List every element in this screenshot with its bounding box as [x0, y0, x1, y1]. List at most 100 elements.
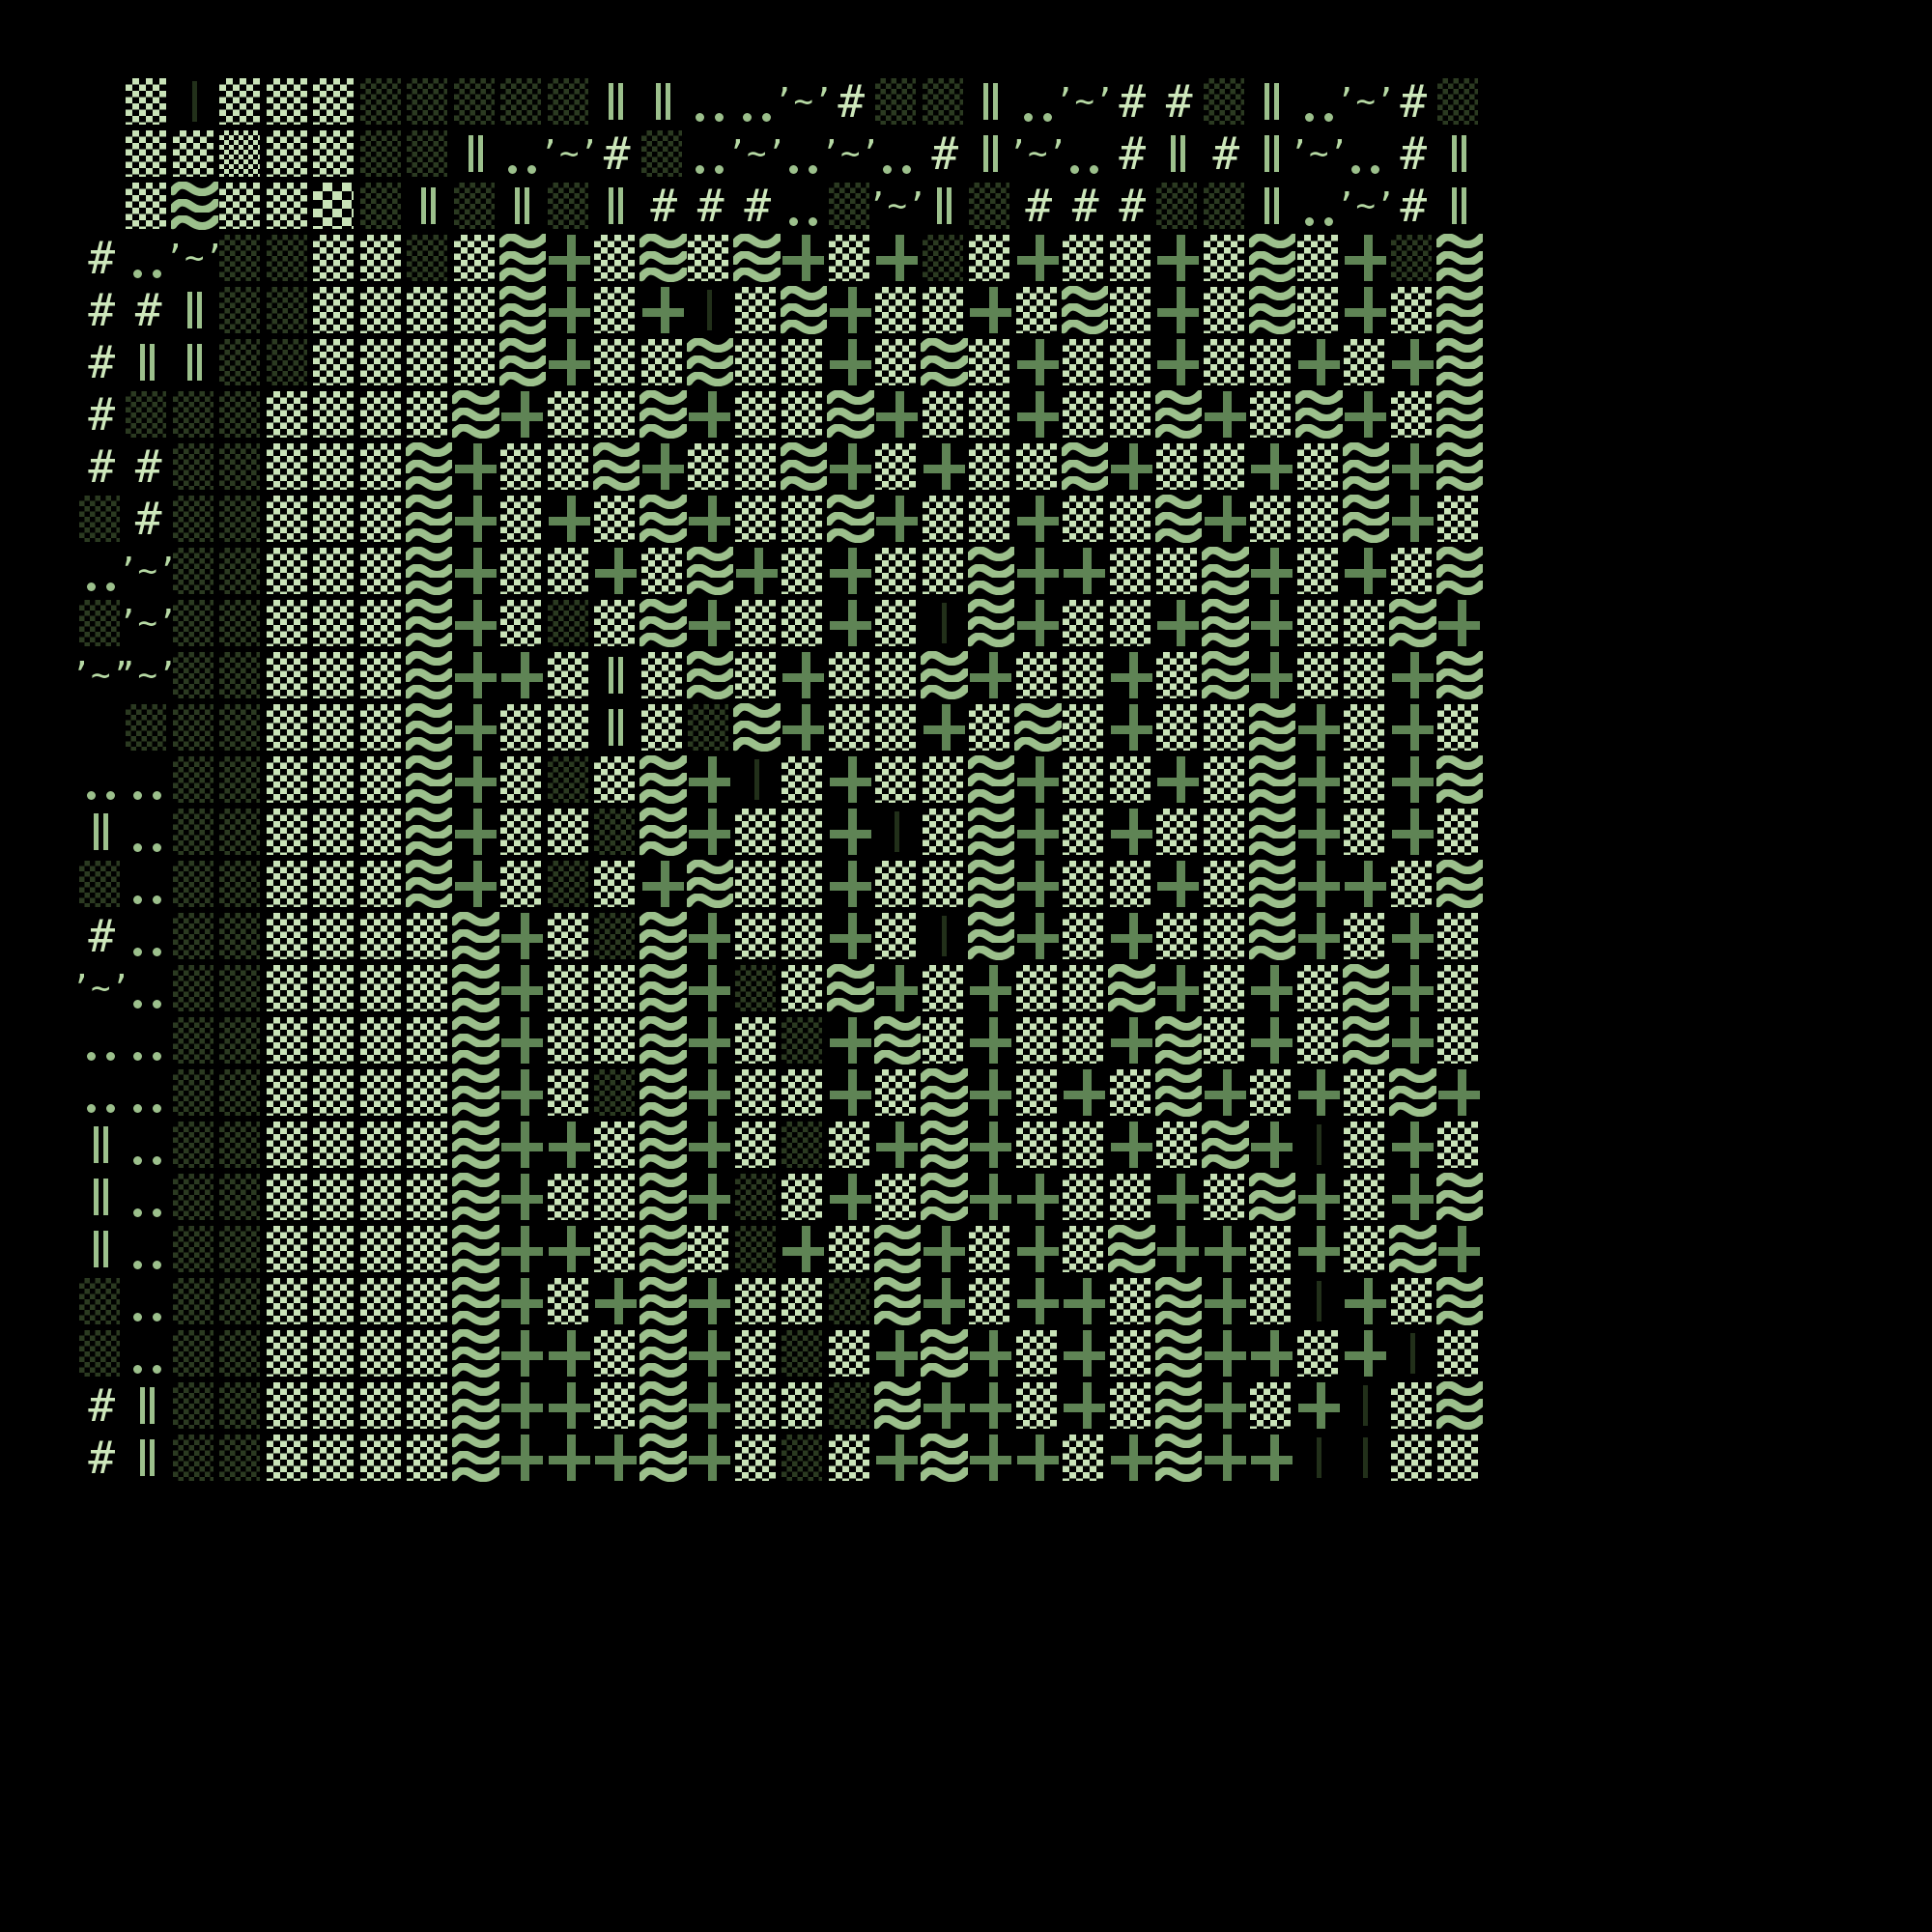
glyph-cell-light-dots [1108, 753, 1155, 806]
glyph-cell-hash-mark: # [838, 75, 865, 128]
glyph-cell-heavy-cross [1389, 336, 1436, 388]
glyph-cell-light-dots [781, 336, 828, 388]
glyph-cell-triple-wave [405, 701, 452, 753]
glyph-cell-double-bar [593, 180, 640, 232]
glyph-cell-heavy-cross [827, 440, 874, 493]
glyph-cell-triple-wave [1248, 753, 1295, 806]
glyph-cell-heavy-cross [1108, 649, 1155, 701]
glyph-cell-empty-cell [77, 75, 125, 128]
glyph-cell-heavy-cross [1108, 910, 1155, 962]
glyph-cell-triple-wave [639, 1379, 687, 1432]
glyph-cell-light-dots [921, 858, 968, 910]
glyph-cell-heavy-cross [1202, 388, 1249, 440]
glyph-cell-light-dots [265, 649, 312, 701]
glyph-cell-sparse-dots [312, 180, 359, 232]
glyph-cell-triple-wave [639, 1119, 687, 1171]
glyph-cell-triple-wave [1248, 858, 1295, 910]
glyph-cell-dark-dither [781, 1014, 828, 1066]
glyph-cell-dark-dither [171, 1014, 218, 1066]
glyph-cell-two-dots [125, 1171, 172, 1223]
glyph-cell-heavy-cross [499, 388, 547, 440]
glyph-cell-heavy-cross [1014, 232, 1062, 284]
glyph-cell-double-bar [639, 75, 687, 128]
glyph-cell-heavy-cross [1389, 910, 1436, 962]
glyph-cell-light-dots [968, 1275, 1015, 1327]
glyph-cell-light-dots [733, 336, 781, 388]
glyph-cell-light-dots [218, 75, 266, 128]
glyph-cell-light-dots [827, 1327, 874, 1379]
glyph-cell-heavy-cross [1436, 1223, 1484, 1275]
glyph-cell-light-dots [265, 545, 312, 597]
glyph-cell-dark-dither [1436, 75, 1484, 128]
glyph-cell-dark-dither [921, 75, 968, 128]
glyph-cell-triple-wave [452, 1223, 499, 1275]
glyph-cell-light-dots [1295, 440, 1343, 493]
glyph-cell-dark-dither [218, 597, 266, 649]
glyph-cell-triple-wave [967, 806, 1014, 858]
glyph-cell-hash-mark: # [1071, 180, 1099, 232]
glyph-cell-light-dots [546, 910, 593, 962]
glyph-cell-light-dots [1295, 962, 1343, 1014]
glyph-cell-two-dots [1295, 180, 1343, 232]
glyph-cell-heavy-cross [781, 649, 828, 701]
glyph-cell-heavy-cross [1014, 1171, 1062, 1223]
glyph-cell-triple-wave [921, 649, 968, 701]
glyph-cell-light-dots [874, 1171, 922, 1223]
glyph-cell-light-dots [593, 1119, 640, 1171]
glyph-cell-dark-dither [218, 336, 266, 388]
glyph-cell-light-dots [312, 1066, 359, 1119]
glyph-cell-double-bar [593, 649, 640, 701]
glyph-cell-hash-mark: # [1400, 180, 1427, 232]
glyph-cell-dark-dither [218, 1327, 266, 1379]
glyph-cell-heavy-cross [827, 1014, 874, 1066]
glyph-cell-light-dots [499, 753, 547, 806]
glyph-cell-dark-dither [593, 1066, 640, 1119]
glyph-cell-light-dots [1014, 1379, 1062, 1432]
glyph-cell-heavy-cross [452, 440, 499, 493]
glyph-cell-two-dots [125, 1223, 172, 1275]
glyph-cell-light-dots [593, 597, 640, 649]
glyph-cell-light-dots [546, 545, 593, 597]
glyph-cell-dark-dither [781, 1432, 828, 1484]
glyph-cell-light-dots [921, 962, 968, 1014]
glyph-cell-light-dots [1343, 1066, 1390, 1119]
glyph-cell-dark-dither [218, 1223, 266, 1275]
glyph-cell-heavy-cross [1389, 1171, 1436, 1223]
glyph-cell-light-dots [733, 806, 781, 858]
glyph-cell-light-dots [265, 1432, 312, 1484]
glyph-cell-triple-wave [1154, 388, 1202, 440]
glyph-cell-dark-dither [171, 1223, 218, 1275]
glyph-cell-light-dots [312, 493, 359, 545]
glyph-cell-single-bar-dim [171, 75, 218, 128]
glyph-cell-light-dots [781, 1066, 828, 1119]
glyph-cell-light-dots [1295, 284, 1343, 336]
glyph-cell-triple-wave [1154, 1014, 1202, 1066]
glyph-cell-dark-dither [452, 180, 499, 232]
glyph-cell-triple-wave [1295, 388, 1343, 440]
glyph-cell-light-dots [1389, 1432, 1436, 1484]
glyph-cell-double-bar [125, 1379, 172, 1432]
glyph-cell-dark-dither [171, 649, 218, 701]
glyph-cell-heavy-cross [1343, 858, 1390, 910]
glyph-cell-light-dots [1108, 388, 1155, 440]
glyph-cell-light-dots [358, 545, 406, 597]
glyph-cell-heavy-cross [921, 440, 968, 493]
glyph-cell-triple-wave [639, 1223, 687, 1275]
glyph-cell-triple-wave [452, 1014, 499, 1066]
glyph-cell-light-dots [358, 284, 406, 336]
glyph-cell-triple-wave [967, 910, 1014, 962]
glyph-cell-light-dots [593, 1223, 640, 1275]
glyph-cell-heavy-cross [452, 597, 499, 649]
glyph-cell-light-dots [781, 858, 828, 910]
glyph-cell-light-dots [639, 701, 687, 753]
glyph-cell-dark-dither [781, 1119, 828, 1171]
glyph-cell-light-dots [1062, 649, 1109, 701]
glyph-cell-light-dots [358, 440, 406, 493]
glyph-cell-heavy-cross [687, 388, 734, 440]
glyph-cell-light-dots [1062, 1119, 1109, 1171]
glyph-cell-tilde-quoted: ’~’ [546, 134, 593, 173]
glyph-cell-light-dots [1108, 1171, 1155, 1223]
glyph-cell-light-dots [265, 180, 312, 232]
glyph-cell-triple-wave [686, 336, 733, 388]
